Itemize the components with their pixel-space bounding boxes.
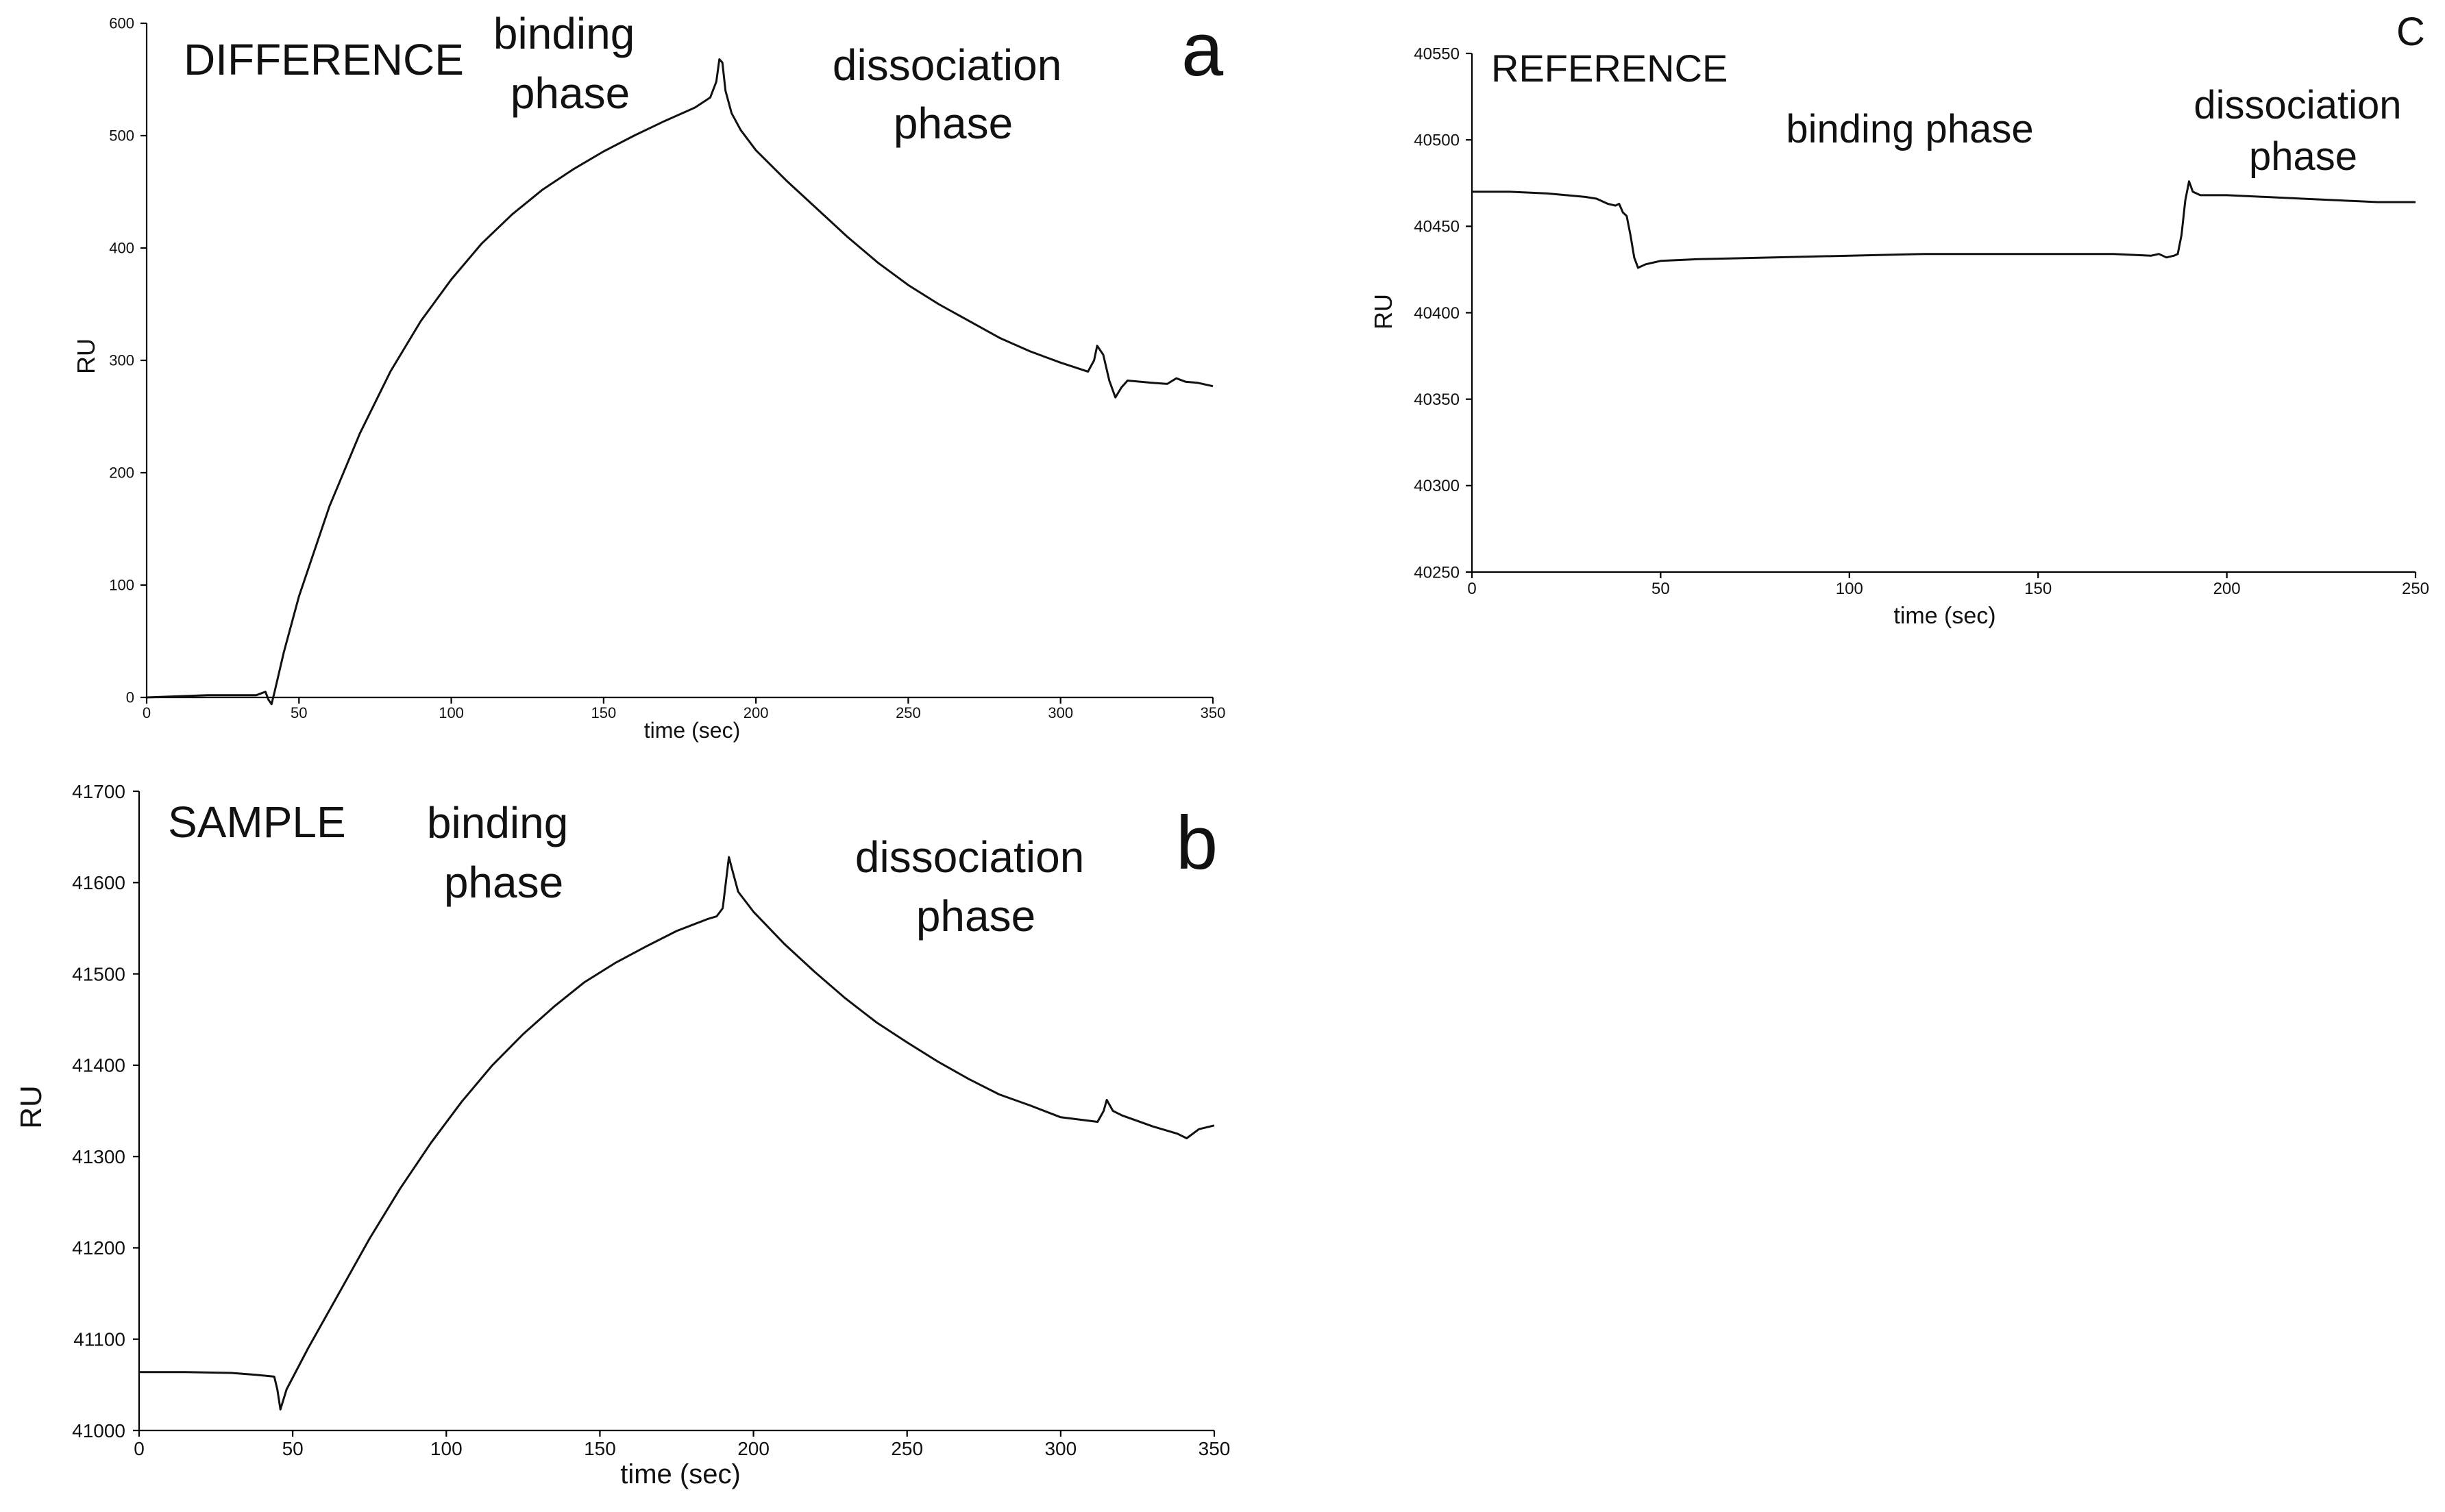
binding-phase-label: binding phase bbox=[427, 798, 580, 907]
y-tick-label: 600 bbox=[109, 15, 134, 32]
binding-phase-line-1: binding bbox=[493, 9, 635, 58]
panel-letter: a bbox=[1181, 8, 1224, 92]
y-tick-label: 41000 bbox=[72, 1420, 125, 1441]
panel-difference: 0 100 200 300 400 500 600 0 50 100 150 200 250 300 35… bbox=[72, 8, 1225, 743]
x-tick-label: 250 bbox=[891, 1438, 923, 1459]
dissociation-phase-line-2: phase bbox=[916, 891, 1035, 941]
x-tick-label: 100 bbox=[439, 704, 464, 721]
x-tick-label: 50 bbox=[282, 1438, 304, 1459]
x-axis-label: time (sec) bbox=[644, 718, 740, 743]
y-tick-label: 40450 bbox=[1414, 218, 1460, 236]
panel-title: DIFFERENCE bbox=[184, 35, 464, 84]
y-tick-label: 40400 bbox=[1414, 304, 1460, 323]
x-tick-label: 250 bbox=[2402, 580, 2429, 598]
difference-trace bbox=[146, 58, 1214, 706]
y-tick-label: 40350 bbox=[1414, 391, 1460, 409]
y-tick-label: 41100 bbox=[73, 1329, 125, 1350]
dissociation-phase-line-1: dissociation bbox=[2194, 83, 2401, 127]
x-tick-label: 100 bbox=[1836, 580, 1863, 598]
reference-trace bbox=[1472, 180, 2416, 269]
binding-phase-label: binding phase bbox=[493, 9, 647, 118]
y-axis-label: RU bbox=[14, 1085, 48, 1129]
x-tick-label: 300 bbox=[1048, 704, 1073, 721]
sample-trace bbox=[139, 856, 1215, 1411]
x-tick-label: 0 bbox=[134, 1438, 145, 1459]
y-axis-ticks: 40250 40300 40350 40400 40450 40500 40550 bbox=[1414, 45, 1472, 582]
x-tick-label: 350 bbox=[1201, 704, 1226, 721]
y-tick-label: 40250 bbox=[1414, 563, 1460, 582]
y-tick-label: 100 bbox=[109, 577, 134, 594]
x-tick-label: 350 bbox=[1199, 1438, 1231, 1459]
x-axis-label: time (sec) bbox=[620, 1459, 741, 1489]
binding-phase-label: binding phase bbox=[1786, 107, 2033, 151]
y-tick-label: 41300 bbox=[72, 1146, 125, 1167]
x-tick-label: 150 bbox=[591, 704, 616, 721]
dissociation-phase-label: dissociation phase bbox=[855, 832, 1096, 941]
dissociation-phase-line-1: dissociation bbox=[855, 832, 1084, 882]
x-tick-label: 0 bbox=[1467, 580, 1476, 598]
y-tick-label: 41400 bbox=[72, 1055, 125, 1076]
x-tick-label: 200 bbox=[2213, 580, 2241, 598]
x-tick-label: 150 bbox=[584, 1438, 616, 1459]
dissociation-phase-line-2: phase bbox=[894, 99, 1013, 148]
y-tick-label: 400 bbox=[109, 240, 134, 257]
x-axis-label: time (sec) bbox=[1893, 603, 1995, 629]
y-tick-label: 40300 bbox=[1414, 477, 1460, 495]
y-tick-label: 41600 bbox=[72, 872, 125, 893]
panel-reference: 40250 40300 40350 40400 40450 40500 40550 0 50 1… bbox=[1369, 10, 2429, 629]
x-tick-label: 100 bbox=[430, 1438, 463, 1459]
dissociation-phase-label: dissociation phase bbox=[833, 40, 1074, 148]
panel-letter: C bbox=[2396, 10, 2425, 54]
y-axis-label: RU bbox=[1369, 294, 1397, 330]
y-tick-label: 40550 bbox=[1414, 45, 1460, 63]
binding-phase-line-1: binding bbox=[427, 798, 568, 847]
y-tick-label: 41700 bbox=[72, 781, 125, 802]
x-tick-label: 200 bbox=[737, 1438, 770, 1459]
dissociation-phase-label: dissociation phase bbox=[2194, 83, 2412, 179]
x-tick-label: 50 bbox=[1651, 580, 1670, 598]
x-axis-ticks: 0 50 100 150 200 250 300 350 bbox=[134, 1430, 1230, 1459]
y-axis-label: RU bbox=[72, 338, 100, 374]
y-axis-ticks: 0 100 200 300 400 500 600 bbox=[109, 15, 147, 706]
x-tick-label: 150 bbox=[2024, 580, 2052, 598]
panel-title: REFERENCE bbox=[1491, 47, 1728, 90]
y-tick-label: 500 bbox=[109, 127, 134, 145]
x-tick-label: 250 bbox=[896, 704, 921, 721]
x-tick-label: 0 bbox=[143, 704, 151, 721]
y-axis-ticks: 41000 41100 41200 41300 41400 41500 41600 41700 bbox=[72, 781, 139, 1441]
y-tick-label: 0 bbox=[126, 689, 134, 706]
x-tick-label: 300 bbox=[1044, 1438, 1077, 1459]
panel-letter: b bbox=[1176, 801, 1218, 885]
y-tick-label: 41500 bbox=[72, 963, 125, 984]
binding-phase-line-1: binding phase bbox=[1786, 107, 2033, 151]
dissociation-phase-line-2: phase bbox=[2249, 134, 2357, 179]
x-tick-label: 200 bbox=[744, 704, 769, 721]
y-tick-label: 300 bbox=[109, 352, 134, 369]
y-tick-label: 41200 bbox=[72, 1237, 125, 1259]
binding-phase-line-2: phase bbox=[444, 858, 563, 907]
x-axis-ticks: 0 50 100 150 200 250 bbox=[1467, 572, 2429, 598]
x-tick-label: 50 bbox=[291, 704, 307, 721]
x-axis-ticks: 0 50 100 150 200 250 300 350 bbox=[143, 697, 1225, 721]
dissociation-phase-line-1: dissociation bbox=[833, 40, 1061, 90]
binding-phase-line-2: phase bbox=[511, 69, 630, 118]
panel-sample: 41000 41100 41200 41300 41400 41500 41600 41700… bbox=[14, 781, 1230, 1489]
y-tick-label: 40500 bbox=[1414, 132, 1460, 150]
panel-title: SAMPLE bbox=[168, 797, 346, 847]
y-tick-label: 200 bbox=[109, 464, 134, 482]
